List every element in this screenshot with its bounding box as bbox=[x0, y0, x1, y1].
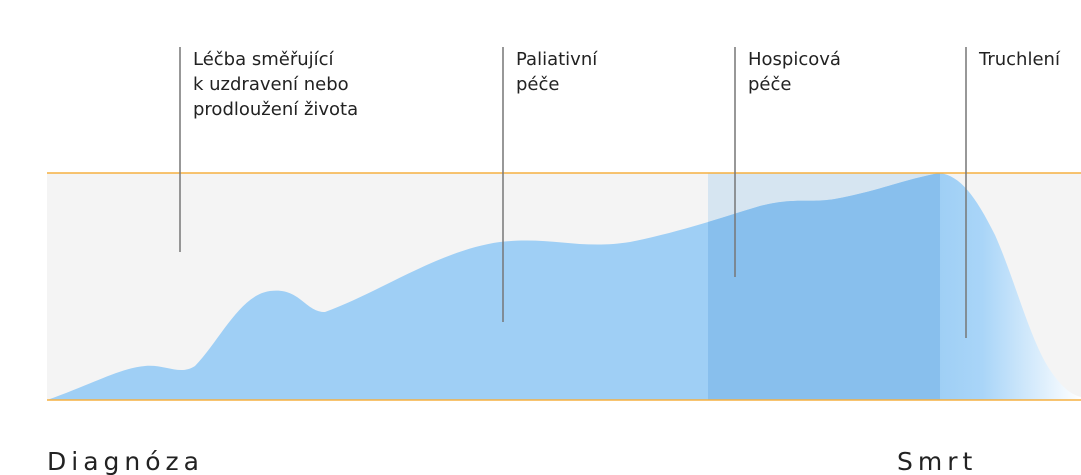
hospice-area bbox=[708, 173, 940, 400]
phase-label: péče bbox=[748, 74, 791, 95]
phase-label: péče bbox=[516, 74, 559, 95]
phase-label: Paliativní bbox=[516, 49, 598, 70]
end-label: Smrt bbox=[897, 447, 977, 475]
start-label: Diagnóza bbox=[47, 447, 204, 475]
phase-label: Léčba směřující bbox=[193, 49, 335, 70]
phase-label: prodloužení života bbox=[193, 99, 358, 120]
phase-label: Truchlení bbox=[978, 49, 1061, 70]
phase-label: Hospicová bbox=[748, 49, 841, 70]
phase-label: k uzdravení nebo bbox=[193, 74, 349, 95]
